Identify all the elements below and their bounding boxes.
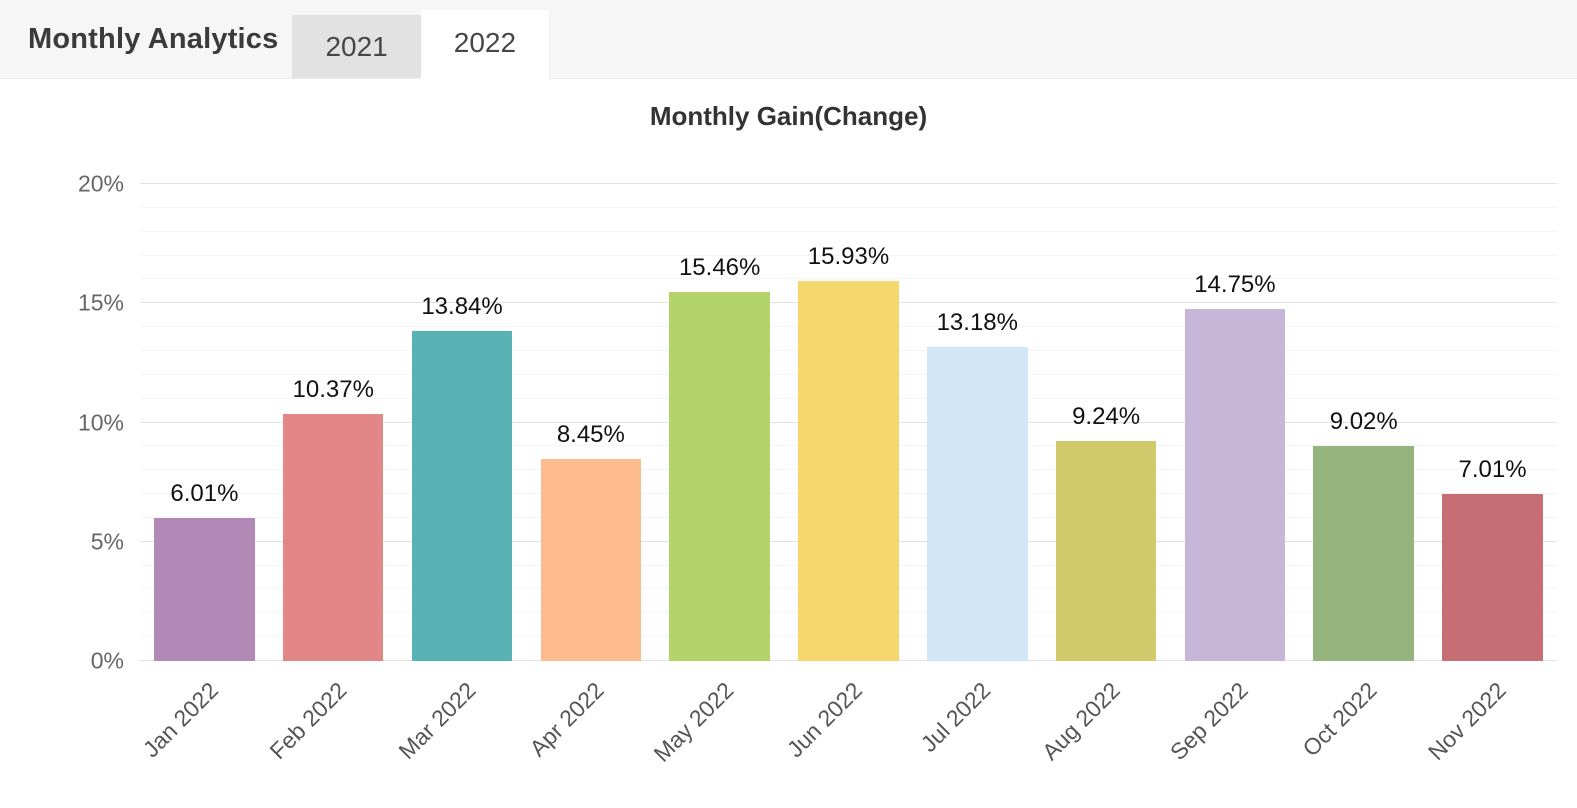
bar-value-label: 9.24% <box>1072 402 1141 430</box>
bar-slot: 6.01% Jan 2022 <box>137 184 269 762</box>
bar-slot: 9.02% Oct 2022 <box>1298 184 1428 761</box>
x-tick-label: Feb 2022 <box>264 677 352 765</box>
bar-mar-2022[interactable] <box>411 330 513 661</box>
bar-aug-2022[interactable] <box>1055 440 1157 661</box>
bar-jul-2022[interactable] <box>927 346 1028 661</box>
minor-gridline <box>140 278 1557 280</box>
bar-slot: 7.01% Nov 2022 <box>1423 184 1557 765</box>
x-tick-label: Jan 2022 <box>137 677 223 763</box>
y-tick-label: 5% <box>90 528 124 555</box>
bar-slot: 8.45% Apr 2022 <box>525 184 655 761</box>
bar-value-label: 15.93% <box>807 243 890 271</box>
bar-value-label: 13.84% <box>421 292 503 320</box>
bar-jun-2022[interactable] <box>798 281 899 661</box>
x-tick-label: May 2022 <box>648 677 739 767</box>
bar-slot: 13.18% Jul 2022 <box>913 184 1042 757</box>
bar-slot: 15.46% May 2022 <box>648 184 784 767</box>
page-title: Monthly Analytics <box>28 23 279 55</box>
bar-value-label: 14.75% <box>1194 271 1276 299</box>
y-tick-label: 15% <box>77 289 124 316</box>
bar-slot: 9.24% Aug 2022 <box>1036 184 1171 765</box>
bar-value-label: 15.46% <box>678 254 761 282</box>
bar-sep-2022[interactable] <box>1184 309 1286 661</box>
minor-gridline <box>140 254 1557 256</box>
minor-gridline <box>140 230 1557 232</box>
x-tick-label: Oct 2022 <box>1297 677 1383 762</box>
bar-slot: 15.93% Jun 2022 <box>782 184 913 762</box>
bar-value-label: 13.18% <box>936 308 1018 336</box>
x-tick-label: Apr 2022 <box>524 677 610 762</box>
bar-feb-2022[interactable] <box>282 413 384 661</box>
bar-jan-2022[interactable] <box>154 517 255 661</box>
bars-container: 6.01% Jan 2022 10.37% Feb 2022 13.84% Mar 202… <box>137 184 1557 767</box>
x-tick-label: Jun 2022 <box>781 677 867 763</box>
bar-slot: 13.84% Mar 2022 <box>393 184 527 764</box>
bar-value-label: 9.02% <box>1329 407 1398 435</box>
x-tick-label: Mar 2022 <box>393 677 481 765</box>
bar-value-label: 10.37% <box>292 375 374 403</box>
x-tick-label: Jul 2022 <box>915 677 996 757</box>
plot-area: 0% 5% 10% 15% 20% 6.01% Jan 2022 10.37% Feb 2022… <box>78 171 1557 767</box>
tab-2021[interactable]: 2021 <box>292 15 421 78</box>
minor-gridline <box>140 206 1557 208</box>
bar-value-label: 8.45% <box>556 421 625 449</box>
bar-may-2022[interactable] <box>669 292 770 661</box>
x-tick-label: Sep 2022 <box>1165 677 1254 766</box>
y-tick-label: 20% <box>77 170 124 197</box>
bar-slot: 10.37% Feb 2022 <box>264 184 398 764</box>
tab-2022[interactable]: 2022 <box>420 10 551 80</box>
bar-value-label: 7.01% <box>1458 455 1527 483</box>
x-tick-label: Aug 2022 <box>1036 677 1125 766</box>
bar-oct-2022[interactable] <box>1313 445 1414 661</box>
chart-title: Monthly Gain(Change) <box>649 101 928 131</box>
x-tick-label: Nov 2022 <box>1422 677 1511 766</box>
major-gridline <box>140 183 1557 184</box>
bar-value-label: 6.01% <box>170 479 239 507</box>
monthly-gain-chart: 0% 5% 10% 15% 20% 6.01% Jan 2022 10.37% Feb 2022… <box>0 171 1577 808</box>
y-tick-label: 0% <box>90 647 124 674</box>
bar-nov-2022[interactable] <box>1442 493 1543 661</box>
y-tick-label: 10% <box>77 409 124 435</box>
bar-apr-2022[interactable] <box>540 459 642 661</box>
year-tabs: 2021 2022 <box>292 0 551 80</box>
bar-slot: 14.75% Sep 2022 <box>1165 184 1300 765</box>
header: Monthly Analytics 2021 2022 <box>0 0 1577 80</box>
